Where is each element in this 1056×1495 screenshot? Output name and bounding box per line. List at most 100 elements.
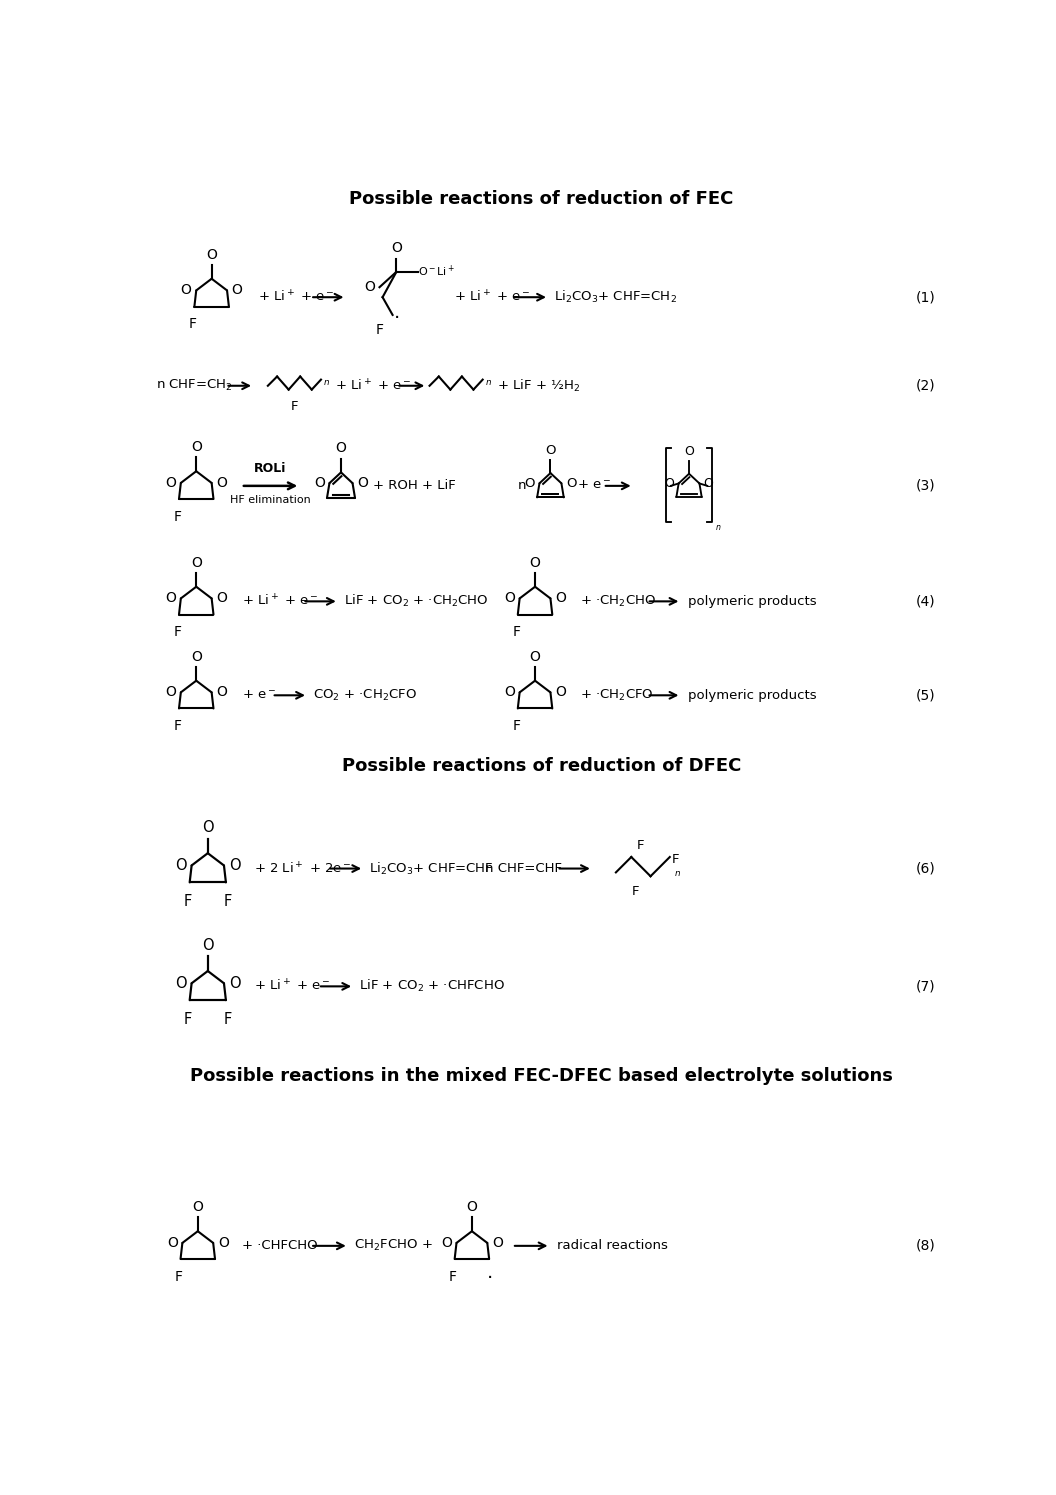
Text: O: O: [191, 650, 202, 664]
Text: F: F: [637, 839, 644, 852]
Text: O: O: [357, 477, 369, 490]
Text: F: F: [184, 1012, 192, 1027]
Text: ROLi: ROLi: [254, 462, 286, 475]
Text: + ·CH$_2$CFO: + ·CH$_2$CFO: [580, 688, 654, 703]
Text: O: O: [216, 475, 227, 490]
Text: radical reactions: radical reactions: [557, 1239, 667, 1253]
Text: n: n: [517, 480, 526, 492]
Text: O$^-$Li$^+$: O$^-$Li$^+$: [418, 265, 455, 280]
Text: O: O: [555, 685, 566, 700]
Text: O: O: [566, 477, 577, 490]
Text: (6): (6): [917, 861, 936, 876]
Text: F: F: [189, 317, 196, 332]
Text: O: O: [314, 477, 325, 490]
Text: $_n$: $_n$: [674, 866, 681, 879]
Text: O: O: [192, 1200, 203, 1214]
Text: O: O: [229, 976, 241, 991]
Text: O: O: [336, 441, 346, 456]
Text: O: O: [206, 248, 218, 262]
Text: + LiF + ½H$_2$: + LiF + ½H$_2$: [496, 378, 580, 393]
Text: F: F: [631, 885, 639, 898]
Text: O: O: [492, 1236, 503, 1250]
Text: + e$^-$: + e$^-$: [578, 480, 611, 492]
Text: O: O: [504, 685, 515, 700]
Text: polymeric products: polymeric products: [687, 595, 816, 608]
Text: O: O: [530, 556, 541, 570]
Text: O: O: [191, 556, 202, 570]
Text: (8): (8): [917, 1239, 936, 1253]
Text: O: O: [216, 685, 227, 700]
Text: (1): (1): [917, 290, 936, 303]
Text: O: O: [504, 592, 515, 605]
Text: + Li$^+$ + e$^-$: + Li$^+$ + e$^-$: [454, 290, 531, 305]
Text: Possible reactions of reduction of FEC: Possible reactions of reduction of FEC: [350, 190, 733, 208]
Text: O: O: [555, 592, 566, 605]
Text: n CHF=CHF: n CHF=CHF: [485, 863, 562, 875]
Text: O: O: [216, 592, 227, 605]
Text: F: F: [290, 399, 298, 413]
Text: + 2 Li$^+$ + 2e$^-$: + 2 Li$^+$ + 2e$^-$: [254, 861, 352, 876]
Text: F: F: [512, 719, 521, 733]
Text: + ·CH$_2$CHO: + ·CH$_2$CHO: [580, 594, 656, 608]
Text: O: O: [545, 444, 555, 457]
Text: LiF + CO$_2$ + ·CHFCHO: LiF + CO$_2$ + ·CHFCHO: [359, 978, 505, 994]
Text: O: O: [703, 477, 714, 490]
Text: + Li$^+$ + e$^-$: + Li$^+$ + e$^-$: [243, 594, 319, 608]
Text: O: O: [684, 446, 694, 459]
Text: + ROH + LiF: + ROH + LiF: [374, 480, 456, 492]
Text: + ·CHFCHO: + ·CHFCHO: [243, 1239, 318, 1253]
Text: O: O: [167, 1236, 177, 1250]
Text: O: O: [231, 284, 243, 298]
Text: (2): (2): [917, 378, 936, 393]
Text: F: F: [173, 625, 182, 640]
Text: O: O: [166, 475, 176, 490]
Text: O: O: [175, 976, 187, 991]
Text: F: F: [512, 625, 521, 640]
Text: O: O: [391, 241, 402, 254]
Text: (7): (7): [917, 979, 936, 993]
Text: O: O: [467, 1200, 477, 1214]
Text: LiF + CO$_2$ + ·CH$_2$CHO: LiF + CO$_2$ + ·CH$_2$CHO: [344, 594, 489, 610]
Text: F: F: [224, 894, 231, 909]
Text: $_n$: $_n$: [715, 523, 721, 534]
Text: F: F: [672, 852, 679, 866]
Text: Li$_2$CO$_3$+ CHF=CH$_2$: Li$_2$CO$_3$+ CHF=CH$_2$: [554, 289, 677, 305]
Text: ·: ·: [487, 1269, 493, 1287]
Text: O: O: [202, 821, 213, 836]
Text: n CHF=CH$_2$: n CHF=CH$_2$: [156, 378, 233, 393]
Text: O: O: [664, 477, 675, 490]
Text: (5): (5): [917, 688, 936, 703]
Text: O: O: [166, 685, 176, 700]
Text: Li$_2$CO$_3$+ CHF=CHF: Li$_2$CO$_3$+ CHF=CHF: [370, 861, 494, 876]
Text: O: O: [175, 858, 187, 873]
Text: F: F: [173, 510, 182, 523]
Text: (3): (3): [917, 478, 936, 493]
Text: O: O: [202, 939, 213, 954]
Text: + Li$^+$ + e$^-$: + Li$^+$ + e$^-$: [258, 290, 335, 305]
Text: F: F: [224, 1012, 231, 1027]
Text: F: F: [175, 1269, 183, 1284]
Text: F: F: [173, 719, 182, 733]
Text: HF elimination: HF elimination: [230, 495, 310, 505]
Text: + e$^-$: + e$^-$: [243, 689, 277, 701]
Text: O: O: [525, 477, 535, 490]
Text: F: F: [449, 1269, 457, 1284]
Text: ·: ·: [394, 308, 400, 327]
Text: O: O: [530, 650, 541, 664]
Text: F: F: [376, 323, 383, 336]
Text: polymeric products: polymeric products: [687, 689, 816, 701]
Text: O: O: [191, 441, 202, 454]
Text: CH$_2$FCHO +: CH$_2$FCHO +: [354, 1238, 433, 1253]
Text: Possible reactions of reduction of DFEC: Possible reactions of reduction of DFEC: [341, 756, 741, 774]
Text: O: O: [181, 284, 191, 298]
Text: O: O: [166, 592, 176, 605]
Text: O: O: [229, 858, 241, 873]
Text: O: O: [218, 1236, 229, 1250]
Text: Possible reactions in the mixed FEC-DFEC based electrolyte solutions: Possible reactions in the mixed FEC-DFEC…: [190, 1067, 892, 1085]
Text: (4): (4): [917, 595, 936, 608]
Text: $_n$: $_n$: [323, 375, 331, 389]
Text: CO$_2$ + ·CH$_2$CFO: CO$_2$ + ·CH$_2$CFO: [314, 688, 417, 703]
Text: + Li$^+$ + e$^-$: + Li$^+$ + e$^-$: [335, 378, 412, 393]
Text: O: O: [364, 280, 375, 295]
Text: $_n$: $_n$: [485, 375, 492, 389]
